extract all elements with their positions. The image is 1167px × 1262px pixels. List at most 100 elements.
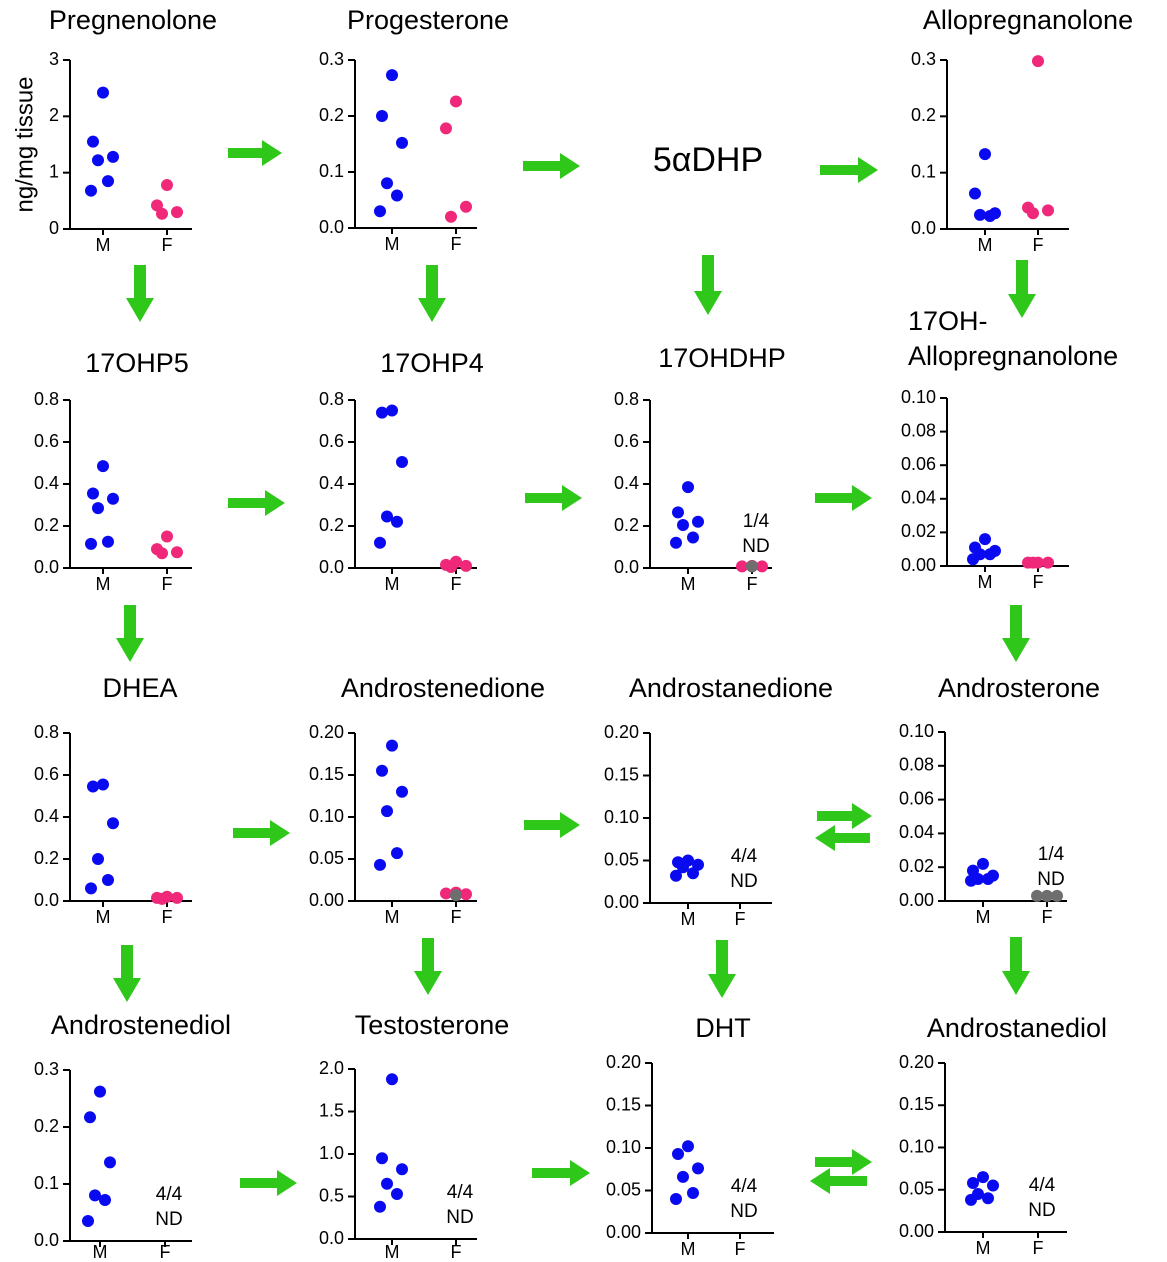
arrow	[820, 157, 878, 183]
data-point	[386, 69, 398, 82]
y-tick-label: 0.2	[614, 515, 639, 535]
data-point	[1027, 207, 1039, 220]
y-tick-label: 0.10	[606, 1137, 641, 1157]
x-tick-label: M	[976, 907, 991, 927]
y-tick-label: 0.00	[899, 890, 934, 910]
y-tick-label: 0.02	[899, 856, 934, 876]
data-point	[974, 208, 986, 221]
chart-title: DHT	[695, 1013, 751, 1043]
data-point	[85, 184, 97, 197]
data-point	[687, 867, 699, 880]
y-tick-label: 0.0	[34, 1230, 59, 1250]
y-tick-label: 0.0	[911, 218, 936, 238]
y-tick-label: 0.15	[309, 764, 344, 784]
y-tick-label: 0.0	[34, 557, 59, 577]
annotation: ND	[1037, 869, 1064, 890]
data-point	[677, 518, 689, 531]
data-point	[92, 154, 104, 167]
chart-title: Pregnenolone	[49, 5, 217, 35]
data-point	[450, 889, 462, 902]
data-point	[445, 560, 457, 573]
data-point	[102, 175, 114, 188]
data-point	[460, 559, 472, 572]
data-point	[396, 136, 408, 149]
annotation: 1/4	[1038, 844, 1065, 865]
chart-title: Androstenedione	[341, 673, 545, 703]
data-point	[396, 785, 408, 798]
data-point	[677, 1170, 689, 1183]
y-tick-label: 0.04	[899, 822, 934, 842]
data-point	[1027, 556, 1039, 569]
arrow	[414, 938, 442, 995]
chart-title: 17OHP5	[85, 348, 189, 378]
data-point	[677, 861, 689, 874]
chart-title: Testosterone	[355, 1010, 510, 1040]
data-point	[171, 546, 183, 559]
annotation: 4/4	[447, 1182, 474, 1203]
x-tick-label: F	[747, 574, 758, 594]
data-point	[107, 150, 119, 163]
data-point	[99, 1193, 111, 1206]
data-point	[104, 1156, 116, 1169]
y-tick-label: 0.2	[319, 105, 344, 125]
y-tick-label: 1.5	[319, 1100, 344, 1120]
arrow	[815, 1149, 872, 1175]
annotation: ND	[446, 1207, 473, 1228]
y-tick-label: 0.10	[901, 387, 936, 407]
data-point	[97, 86, 109, 99]
y-tick-label: 0	[49, 218, 59, 238]
x-tick-label: F	[451, 574, 462, 594]
data-point	[161, 530, 173, 543]
data-point	[87, 780, 99, 793]
y-tick-label: 0.00	[309, 890, 344, 910]
chart-title: 17OHP4	[380, 348, 484, 378]
y-tick-label: 0.2	[319, 515, 344, 535]
chart-title: 17OH-	[908, 306, 988, 336]
data-point	[376, 1152, 388, 1165]
y-tick-label: 0.2	[34, 848, 59, 868]
y-tick-label: 0.3	[34, 1059, 59, 1079]
y-tick-label: 0.3	[911, 49, 936, 69]
y-tick-label: 0.2	[34, 1116, 59, 1136]
data-point	[967, 1176, 979, 1189]
data-point	[396, 1163, 408, 1176]
annotation: ND	[1028, 1200, 1055, 1221]
arrow	[523, 153, 580, 179]
y-tick-label: 0.0	[319, 557, 344, 577]
data-point	[670, 869, 682, 882]
data-point	[670, 1193, 682, 1205]
y-tick-label: 0.00	[606, 1222, 641, 1242]
x-tick-label: F	[1033, 1238, 1044, 1258]
data-point	[381, 177, 393, 190]
data-point	[969, 187, 981, 200]
arrow	[228, 490, 285, 516]
data-point	[161, 179, 173, 192]
x-tick-label: F	[735, 909, 746, 929]
data-point	[672, 506, 684, 519]
data-point	[984, 210, 996, 223]
x-tick-label: M	[978, 572, 993, 592]
x-tick-label: M	[978, 235, 993, 255]
x-tick-label: M	[385, 1242, 400, 1262]
y-tick-label: 0.05	[899, 1179, 934, 1199]
annotation: ND	[742, 536, 769, 557]
data-point	[84, 1111, 96, 1124]
data-point	[381, 510, 393, 523]
data-point	[87, 135, 99, 148]
data-point	[1051, 889, 1063, 902]
data-point	[1032, 55, 1044, 68]
x-tick-label: M	[96, 907, 111, 927]
y-tick-label: 0.8	[34, 389, 59, 409]
y-tick-label: 0.05	[604, 849, 639, 869]
y-tick-label: 0.4	[614, 473, 639, 493]
y-tick-label: 0.6	[34, 764, 59, 784]
data-point	[987, 1179, 999, 1192]
data-point	[687, 531, 699, 544]
data-point	[670, 536, 682, 549]
data-point	[374, 858, 386, 871]
arrow	[708, 940, 736, 998]
data-point	[386, 739, 398, 752]
data-point	[391, 515, 403, 528]
data-point	[171, 206, 183, 219]
data-point	[746, 560, 758, 573]
